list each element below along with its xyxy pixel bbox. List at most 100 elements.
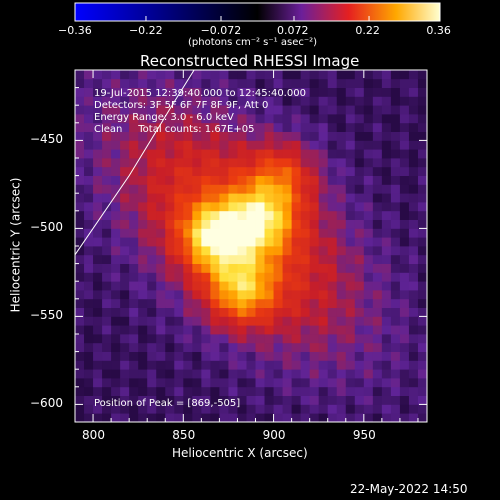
heatmap-cell bbox=[363, 184, 374, 194]
heatmap-cell bbox=[102, 193, 112, 203]
heatmap-cell bbox=[165, 202, 175, 212]
heatmap-cell bbox=[309, 202, 320, 212]
heatmap-cell bbox=[210, 184, 220, 194]
heatmap-cell bbox=[219, 122, 229, 132]
colorbar-tick-label: −0.36 bbox=[58, 24, 92, 37]
heatmap-cell bbox=[111, 193, 121, 203]
heatmap-cell bbox=[201, 404, 211, 414]
heatmap-cell bbox=[300, 114, 311, 124]
heatmap-cell bbox=[84, 105, 94, 115]
heatmap-cell bbox=[345, 70, 356, 80]
heatmap-cell bbox=[192, 386, 202, 396]
heatmap-cell bbox=[390, 342, 401, 352]
heatmap-cell bbox=[291, 140, 302, 150]
heatmap-cell bbox=[327, 281, 338, 291]
heatmap-cell bbox=[345, 87, 356, 97]
heatmap-cell bbox=[300, 122, 311, 132]
heatmap-cell bbox=[291, 228, 302, 238]
heatmap-cell bbox=[309, 166, 320, 176]
heatmap-cell bbox=[156, 351, 166, 361]
heatmap-cell bbox=[201, 369, 211, 379]
heatmap-cell bbox=[363, 263, 374, 273]
heatmap-cell bbox=[201, 413, 211, 422]
heatmap-cell bbox=[417, 158, 427, 168]
heatmap-cell bbox=[309, 184, 320, 194]
heatmap-cell bbox=[255, 96, 265, 106]
heatmap-cell bbox=[255, 237, 265, 247]
heatmap-cell bbox=[363, 105, 374, 115]
heatmap-cell bbox=[372, 413, 383, 422]
heatmap-cell bbox=[390, 78, 401, 88]
heatmap-cell bbox=[111, 378, 121, 388]
heatmap-cell bbox=[336, 210, 347, 220]
heatmap-cell bbox=[399, 272, 410, 282]
heatmap-cell bbox=[309, 96, 320, 106]
heatmap-cell bbox=[345, 184, 356, 194]
heatmap-cell bbox=[390, 228, 401, 238]
heatmap-cell bbox=[327, 70, 338, 80]
heatmap-cell bbox=[408, 263, 419, 273]
heatmap-cell bbox=[399, 351, 410, 361]
heatmap-cell bbox=[129, 184, 139, 194]
heatmap-cell bbox=[372, 290, 383, 300]
heatmap-cell bbox=[120, 131, 130, 141]
heatmap-cell bbox=[84, 166, 94, 176]
heatmap-cell bbox=[165, 254, 175, 264]
heatmap-cell bbox=[408, 369, 419, 379]
heatmap-cell bbox=[282, 184, 293, 194]
heatmap-cell bbox=[174, 298, 184, 308]
heatmap-cell bbox=[318, 166, 329, 176]
heatmap-cell bbox=[192, 219, 202, 229]
heatmap-cell bbox=[354, 360, 365, 370]
heatmap-cell bbox=[237, 342, 247, 352]
heatmap-cell bbox=[381, 316, 392, 326]
heatmap-cell bbox=[219, 131, 229, 141]
heatmap-cell bbox=[174, 202, 184, 212]
heatmap-cell bbox=[147, 395, 157, 405]
heatmap-cell bbox=[390, 149, 401, 159]
heatmap-cell bbox=[372, 149, 383, 159]
heatmap-cell bbox=[354, 184, 365, 194]
heatmap-cell bbox=[246, 307, 256, 317]
heatmap-cell bbox=[345, 281, 356, 291]
heatmap-cell bbox=[354, 281, 365, 291]
heatmap-cell bbox=[84, 316, 94, 326]
heatmap-cell bbox=[138, 219, 148, 229]
heatmap-cell bbox=[381, 237, 392, 247]
heatmap-cell bbox=[300, 316, 311, 326]
heatmap-cell bbox=[201, 78, 211, 88]
heatmap-cell bbox=[129, 210, 139, 220]
heatmap-cell bbox=[219, 254, 229, 264]
heatmap-cell bbox=[84, 351, 94, 361]
heatmap-cell bbox=[309, 281, 320, 291]
heatmap-cell bbox=[156, 149, 166, 159]
heatmap-cell bbox=[417, 237, 427, 247]
heatmap-cell bbox=[156, 360, 166, 370]
heatmap-cell bbox=[408, 254, 419, 264]
heatmap-cell bbox=[93, 166, 103, 176]
x-tick-label: 800 bbox=[82, 428, 105, 442]
heatmap-cell bbox=[282, 404, 293, 414]
heatmap-cell bbox=[336, 166, 347, 176]
heatmap-cell bbox=[282, 149, 293, 159]
heatmap-cell bbox=[84, 246, 94, 256]
heatmap-cell bbox=[327, 325, 338, 335]
heatmap-cell bbox=[336, 122, 347, 132]
heatmap-cell bbox=[309, 78, 320, 88]
heatmap-cell bbox=[255, 246, 265, 256]
heatmap-cell bbox=[210, 78, 220, 88]
heatmap-cell bbox=[354, 122, 365, 132]
heatmap-cell bbox=[282, 228, 293, 238]
heatmap-cell bbox=[102, 246, 112, 256]
heatmap-cell bbox=[147, 281, 157, 291]
heatmap-cell bbox=[345, 334, 356, 344]
heatmap-cell bbox=[372, 272, 383, 282]
heatmap-cell bbox=[345, 131, 356, 141]
heatmap-cell bbox=[147, 378, 157, 388]
heatmap-cell bbox=[129, 290, 139, 300]
heatmap-cell bbox=[120, 316, 130, 326]
heatmap-cell bbox=[381, 70, 392, 80]
heatmap-cell bbox=[84, 307, 94, 317]
heatmap-cell bbox=[219, 202, 229, 212]
heatmap-cell bbox=[219, 325, 229, 335]
